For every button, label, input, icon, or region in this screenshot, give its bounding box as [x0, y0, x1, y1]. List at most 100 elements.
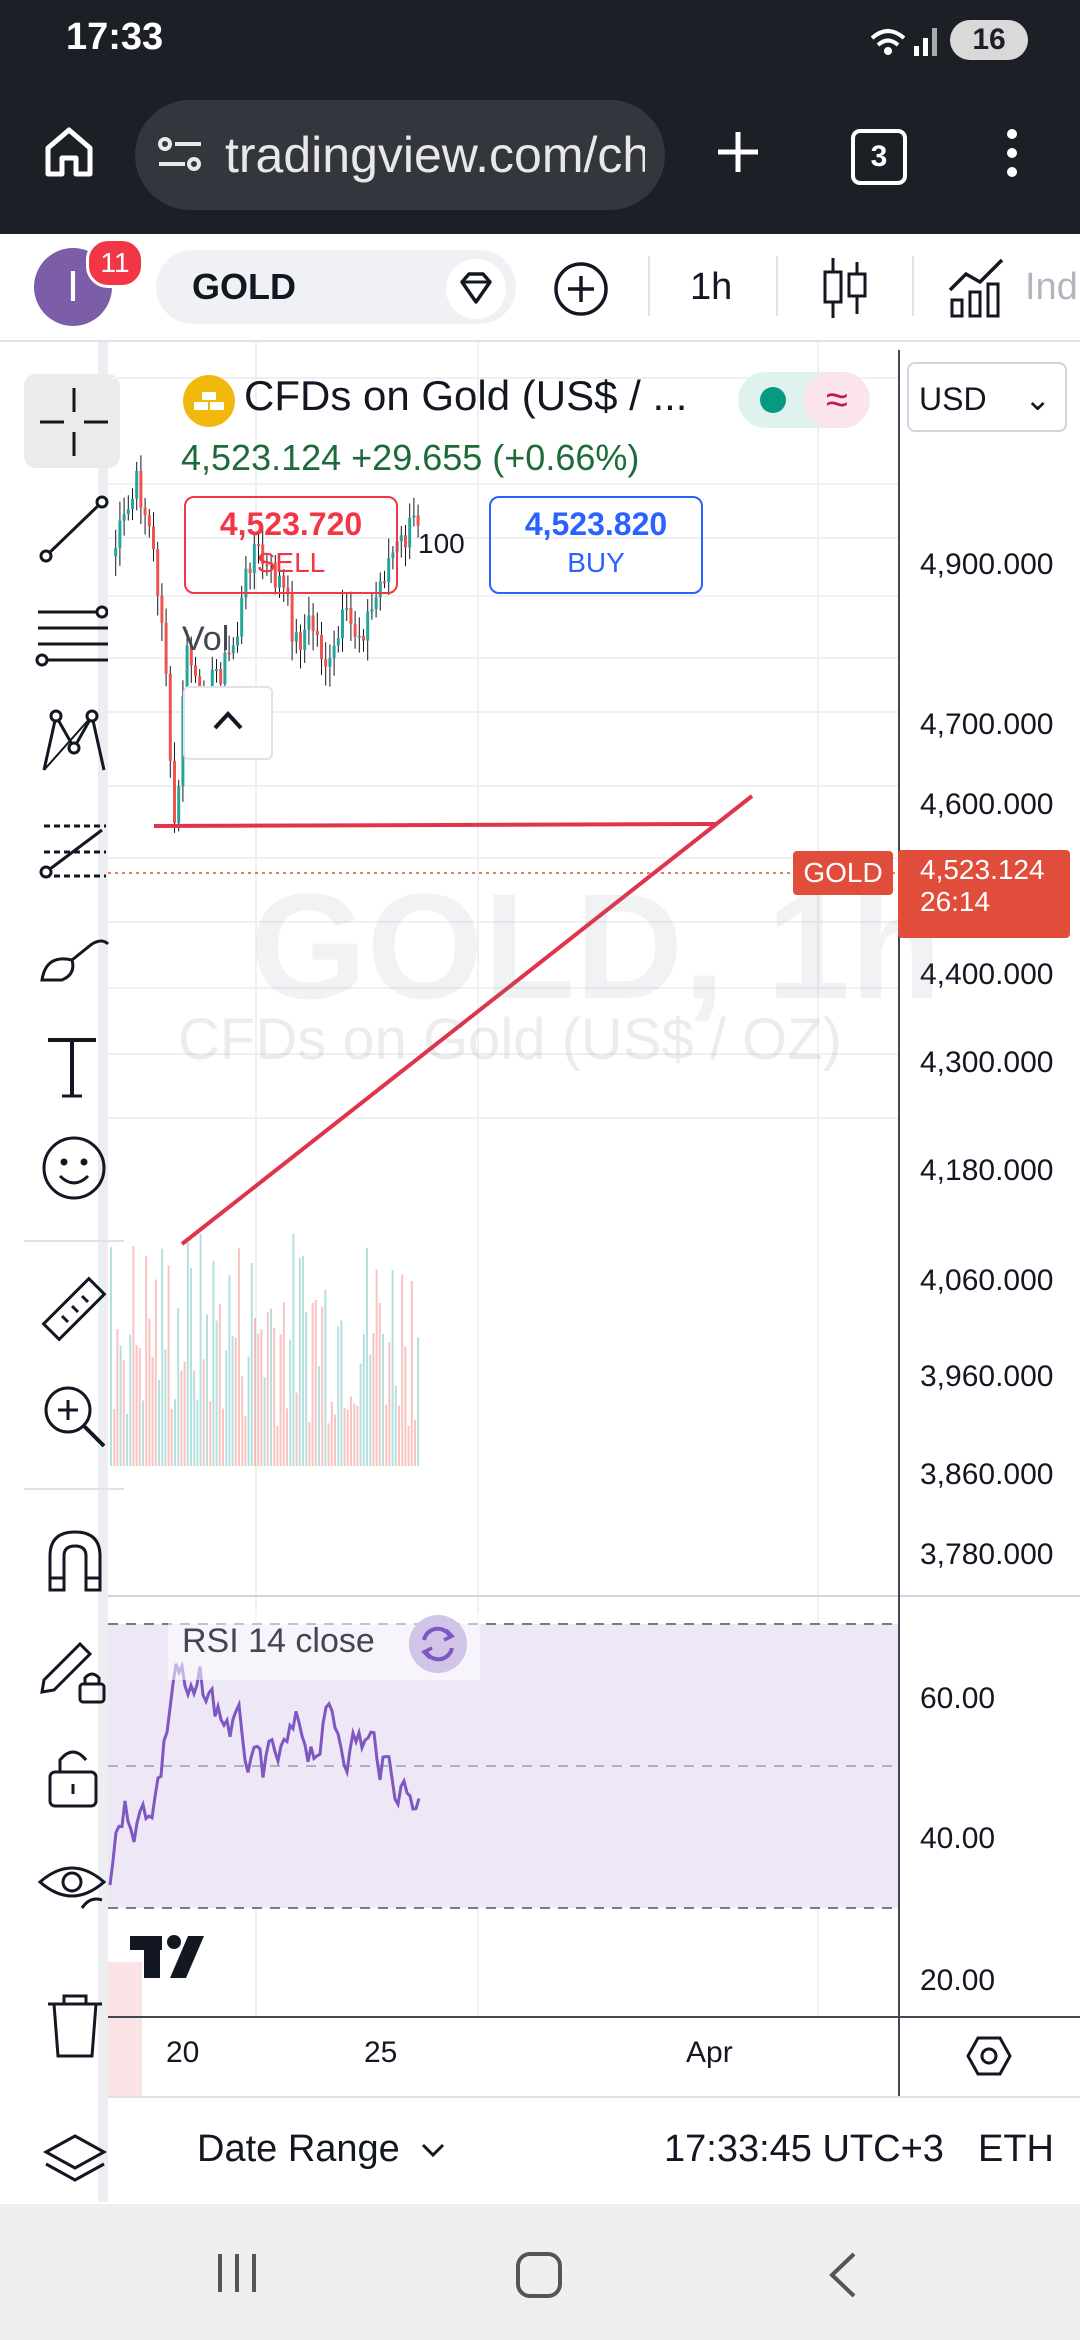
volume-bar	[244, 1415, 247, 1466]
magnet-icon[interactable]	[40, 1524, 116, 1600]
candle-body	[328, 658, 332, 667]
candle-body	[227, 652, 231, 655]
indicators-label[interactable]: Ind	[1025, 266, 1078, 308]
interval-button[interactable]: 1h	[690, 266, 733, 308]
site-settings-icon[interactable]	[157, 134, 203, 174]
sell-label[interactable]: SELL	[256, 547, 326, 578]
candlestick-icon[interactable]	[820, 254, 870, 322]
gold-symbol-icon	[183, 375, 235, 427]
volume-bar	[129, 1334, 132, 1466]
unlock-icon[interactable]	[42, 1740, 118, 1816]
candle-body	[198, 676, 202, 694]
trend-line-icon[interactable]	[36, 492, 112, 568]
buy-label[interactable]: BUY	[567, 547, 625, 578]
volume-bar	[206, 1314, 208, 1466]
back-icon[interactable]	[826, 2250, 860, 2300]
indicators-icon[interactable]	[946, 254, 1006, 318]
volume-bar	[119, 1345, 122, 1466]
volume-bar	[302, 1256, 304, 1466]
volume-bar	[218, 1303, 221, 1466]
rsi-oversold-shade	[108, 1962, 142, 2122]
price-tick: 4,700.000	[920, 708, 1054, 741]
candle-body	[357, 635, 361, 638]
ruler-icon[interactable]	[36, 1272, 112, 1348]
new-tab-icon[interactable]	[714, 128, 762, 176]
date-range-button[interactable]: Date Range	[197, 2128, 400, 2170]
timezone-display[interactable]: 17:33:45 UTC+3	[664, 2128, 944, 2170]
candle-body	[139, 470, 143, 508]
signal-icons	[870, 28, 937, 56]
layers-icon[interactable]	[40, 2130, 116, 2206]
candle-body	[164, 622, 168, 674]
price-chart[interactable]	[108, 342, 1080, 2132]
text-tool-icon[interactable]	[40, 1030, 116, 1106]
date-tick: 20	[166, 2036, 200, 2069]
candle-body	[160, 595, 164, 623]
time-axis-line	[108, 2016, 1080, 2018]
candle-body	[215, 669, 218, 672]
chart-settings-icon[interactable]	[966, 2034, 1012, 2078]
date-range-bar	[108, 2096, 1080, 2204]
candle-body	[404, 535, 407, 548]
tool-divider	[24, 1488, 124, 1490]
volume-bar	[196, 1399, 199, 1466]
home-icon[interactable]	[42, 124, 96, 178]
volume-bar	[362, 1333, 365, 1466]
diamond-icon[interactable]	[445, 258, 507, 320]
fib-retracement-icon[interactable]	[32, 600, 108, 676]
data-type-icon: ≈	[804, 372, 870, 428]
candle-body	[131, 498, 134, 510]
collapse-legend-button[interactable]	[183, 686, 273, 760]
sell-price[interactable]: 4,523.720	[219, 506, 363, 542]
volume-bar	[334, 1414, 336, 1466]
volume-bar	[353, 1403, 356, 1466]
volume-bar	[324, 1289, 327, 1466]
price-tick: 4,300.000	[920, 1046, 1054, 1079]
compare-symbol-icon[interactable]	[553, 261, 609, 317]
date-tick: 25	[364, 2036, 398, 2069]
volume-bar	[305, 1311, 308, 1466]
symbol-description[interactable]: CFDs on Gold (US$ / ...	[244, 372, 688, 419]
volume-bar	[273, 1327, 276, 1466]
home-nav-icon[interactable]	[514, 2250, 564, 2300]
buy-button[interactable]: 4,523.820 BUY	[489, 496, 703, 594]
url-bar[interactable]	[135, 100, 665, 210]
candle-body	[156, 549, 160, 596]
price-tick: 3,960.000	[920, 1360, 1054, 1393]
candle-body	[269, 562, 273, 565]
recent-apps-icon[interactable]	[214, 2250, 260, 2296]
pattern-tool-icon[interactable]	[36, 704, 112, 780]
session-button[interactable]: ETH	[978, 2128, 1054, 2170]
more-menu-icon[interactable]	[1000, 126, 1024, 180]
candle-body	[353, 623, 357, 637]
candle-body	[336, 638, 340, 646]
candle-body	[378, 581, 382, 598]
date-tick: Apr	[686, 2036, 733, 2069]
currency-value[interactable]: USD	[919, 381, 987, 417]
chevron-down-icon[interactable]	[420, 2140, 446, 2160]
volume-bar	[276, 1425, 279, 1466]
rsi-label[interactable]: RSI 14 close	[182, 1622, 375, 1660]
volume-bar	[238, 1248, 240, 1466]
brush-icon[interactable]	[36, 924, 112, 1000]
volume-bar	[241, 1376, 244, 1466]
forecast-tool-icon[interactable]	[36, 812, 112, 888]
symbol-name[interactable]: GOLD	[192, 266, 296, 307]
delete-icon[interactable]	[42, 1990, 118, 2066]
zoom-in-icon[interactable]	[38, 1380, 114, 1456]
buy-price[interactable]: 4,523.820	[524, 506, 668, 542]
volume-bar	[327, 1423, 330, 1466]
sell-button[interactable]: 4,523.720 SELL	[184, 496, 398, 594]
currency-select[interactable]: USD ⌄	[907, 362, 1067, 432]
tab-switcher-button[interactable]: 3	[851, 129, 907, 185]
market-status[interactable]: ≈	[738, 372, 870, 428]
volume-bar	[270, 1308, 272, 1466]
emoji-icon[interactable]	[38, 1132, 114, 1208]
refresh-icon[interactable]	[408, 1614, 468, 1674]
lock-drawing-icon[interactable]	[36, 1632, 112, 1708]
crosshair-icon[interactable]	[36, 384, 112, 460]
visibility-icon[interactable]	[36, 1846, 112, 1922]
url-text[interactable]: tradingview.com/ch	[225, 127, 645, 183]
volume-bar	[231, 1336, 234, 1466]
candle-body	[282, 575, 286, 588]
